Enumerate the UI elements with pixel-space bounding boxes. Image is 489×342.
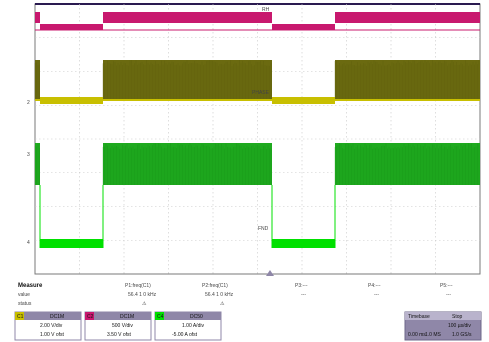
sample-rate: 1.0 GS/s — [452, 332, 472, 338]
ch1-burst-band — [335, 12, 480, 23]
channel-marker-4[interactable]: 4 — [27, 240, 30, 246]
ch4-pulse-band — [40, 239, 103, 248]
measure-p2-value: 56.4 1 0 kHz — [205, 292, 234, 298]
measure-p3-value: --- — [301, 292, 306, 298]
trigger-mode: Stop — [452, 314, 463, 320]
c4-offset: -5.00 A ofst — [172, 332, 198, 338]
waveform-traces — [34, 12, 480, 248]
channel-c4-descriptor[interactable]: C4 DC50 1.00 A/div -5.00 A ofst — [154, 311, 222, 341]
measure-p5-label[interactable]: P5:--- — [440, 283, 453, 289]
measure-value-label: value — [18, 292, 30, 298]
ch2-burst-band — [35, 60, 40, 100]
c1-scale: 2.00 V/div — [40, 323, 63, 329]
c2-coupling: DC1M — [120, 314, 134, 320]
measure-p5-value: --- — [446, 292, 451, 298]
ch4-pulse-band — [272, 239, 335, 248]
measure-title: Measure — [18, 283, 43, 289]
c2-id: C2 — [87, 314, 94, 320]
measure-table: Measure value status P1:freq(C1) 56.4 1 … — [18, 283, 453, 307]
measure-p1-value: 56.4 1 0 kHz — [128, 292, 157, 298]
timebase-descriptor[interactable]: Timebase Stop 100 µs/div 0.00 ms 1.0 MS … — [404, 311, 482, 341]
measure-p1-label[interactable]: P1:freq(C1) — [125, 283, 151, 289]
ch3-burst-band — [335, 143, 480, 185]
timebase-title: Timebase — [408, 314, 430, 320]
ch3-burst-band — [35, 143, 40, 185]
c4-scale: 1.00 A/div — [182, 323, 204, 329]
ch1-idle-band — [40, 24, 103, 30]
channel-marker-3[interactable]: 3 — [27, 152, 30, 158]
measure-p1-status: ⚠ — [142, 301, 147, 307]
channel-c2-descriptor[interactable]: C2 DC1M 500 V/div 3.50 V ofst — [84, 311, 152, 341]
measure-p2-label[interactable]: P2:freq(C1) — [202, 283, 228, 289]
c4-coupling: DC50 — [190, 314, 203, 320]
trace-label-ch2: PHASE — [252, 90, 270, 96]
c2-scale: 500 V/div — [112, 323, 133, 329]
time-per-div: 100 µs/div — [448, 323, 471, 329]
channel-c1-descriptor[interactable]: C1 DC1M 2.00 V/div 1.00 V ofst — [14, 311, 82, 341]
ch1-burst-band — [35, 12, 40, 23]
ch1-idle-band — [272, 24, 335, 30]
c2-offset: 3.50 V ofst — [107, 332, 132, 338]
c1-offset: 1.00 V ofst — [40, 332, 65, 338]
timebase-extra: 0.00 ms — [408, 332, 426, 338]
sample-count: 1.0 MS — [425, 332, 442, 338]
ch1-burst-band — [103, 12, 272, 23]
measure-p2-status: ⚠ — [220, 301, 225, 307]
measure-status-label: status — [18, 301, 32, 307]
trigger-position-marker[interactable] — [266, 270, 274, 276]
ch3-burst-band — [103, 143, 272, 185]
c1-id: C1 — [17, 314, 24, 320]
graticule — [35, 4, 480, 274]
c1-coupling: DC1M — [50, 314, 64, 320]
measure-p3-label[interactable]: P3:--- — [295, 283, 308, 289]
trace-label-ch1: RH — [262, 7, 270, 13]
channel-marker-2[interactable]: 2 — [27, 100, 30, 106]
c4-id: C4 — [157, 314, 164, 320]
measure-p4-label[interactable]: P4:--- — [368, 283, 381, 289]
measure-p4-value: --- — [374, 292, 379, 298]
trace-label-ch4: FND — [258, 226, 269, 232]
